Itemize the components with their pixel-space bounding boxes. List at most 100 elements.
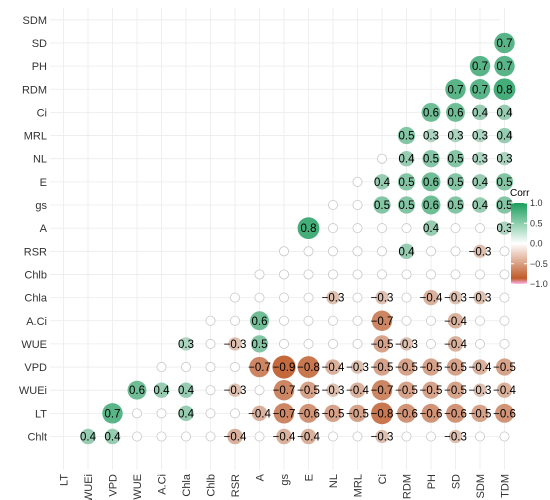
corr-label-Ci-TDM: 0.4	[497, 107, 514, 119]
corr-circle-insignificant	[254, 292, 265, 303]
corr-circle-NL-RDM	[398, 150, 415, 167]
corr-circle-insignificant	[474, 431, 485, 442]
corr-circle-VPD-SDM	[472, 359, 488, 375]
corr-circle-VPD-TDM	[495, 358, 514, 376]
corr-label-MRL-PH: 0.3	[423, 131, 439, 143]
corr-circle-insignificant	[303, 292, 314, 303]
corr-label-gs-TDM: 0.5	[497, 200, 513, 212]
corr-circle-SD-TDM	[494, 32, 515, 54]
corr-circle-PH-SDM	[469, 55, 491, 77]
corr-circle-VPD-gs	[272, 355, 296, 379]
corr-circle-E-Ci	[374, 174, 390, 190]
corr-circle-insignificant	[254, 431, 265, 442]
corr-circle-E-SD	[446, 173, 465, 191]
corr-circle-WUEi-PH	[422, 381, 440, 399]
corr-circle-gs-SDM	[472, 197, 488, 213]
corr-circle-Chlt-Ci	[375, 429, 389, 444]
corr-label-LT-SDM: −0.5	[469, 408, 492, 420]
y-tick-label: MRL	[24, 131, 47, 143]
corr-circle-insignificant	[376, 269, 387, 280]
corr-label-MRL-RDM: 0.5	[399, 131, 415, 143]
corr-circle-LT-RDM	[397, 403, 416, 423]
corr-label-WUEi-MRL: −0.4	[346, 385, 369, 397]
corr-circle-insignificant	[474, 269, 485, 280]
corr-label-WUE-Ci: −0.5	[371, 339, 394, 351]
corr-label-A.Ci-A: 0.6	[252, 316, 268, 328]
corr-circle-WUEi-RSR	[228, 383, 242, 397]
corr-circle-insignificant	[327, 269, 338, 280]
corr-circle-insignificant	[450, 223, 461, 234]
x-tick-label: WUEi	[83, 474, 95, 500]
y-tick-label: WUEi	[19, 385, 47, 397]
corr-label-Chlt-gs: −0.4	[273, 432, 296, 444]
corr-circle-gs-Ci	[373, 196, 391, 214]
corr-circle-insignificant	[229, 362, 240, 373]
corr-label-NL-PH: 0.5	[423, 154, 439, 166]
corr-label-LT-TDM: −0.6	[493, 408, 516, 420]
corr-circle-PH-TDM	[494, 55, 515, 77]
corr-label-RDM-SDM: 0.7	[472, 84, 488, 96]
corr-circle-insignificant	[352, 431, 363, 442]
corr-circle-WUE-RDM	[399, 337, 414, 351]
corr-circle-NL-SDM	[473, 152, 487, 166]
corr-label-Chlt-VPD: 0.4	[105, 432, 122, 444]
legend-colorbar	[511, 203, 527, 284]
corr-circle-insignificant	[474, 315, 485, 326]
corr-circle-insignificant	[352, 246, 363, 257]
y-tick-label: SDM	[23, 15, 47, 27]
corr-circle-E-RDM	[397, 173, 416, 191]
corr-label-VPD-MRL: −0.3	[346, 362, 369, 374]
corr-circle-insignificant	[425, 269, 436, 280]
corr-circle-WUEi-SD	[446, 381, 465, 399]
corr-label-gs-PH: 0.6	[423, 200, 439, 212]
corr-circle-NL-PH	[422, 150, 440, 168]
corr-circle-WUEi-RDM	[397, 381, 416, 399]
y-tick-label: gs	[35, 200, 47, 212]
corr-circle-WUEi-A.Ci	[153, 382, 170, 398]
corr-label-gs-SD: 0.5	[448, 200, 464, 212]
corr-label-MRL-SD: 0.3	[448, 131, 464, 143]
corr-circle-A-E	[297, 217, 320, 240]
legend-tick-label: −0.5	[530, 259, 548, 269]
x-tick-label: E	[304, 474, 316, 481]
legend-tick-label: 1.0	[530, 198, 543, 208]
corr-circle-insignificant	[303, 269, 314, 280]
corr-label-VPD-PH: −0.5	[420, 362, 443, 374]
corr-circle-Chlt-gs	[276, 428, 292, 445]
corr-circle-VPD-NL	[325, 359, 341, 375]
corr-circle-VPD-A	[249, 356, 270, 378]
corr-label-WUEi-SDM: −0.3	[469, 385, 492, 397]
corr-label-E-SDM: 0.4	[472, 177, 489, 189]
corr-circle-A.Ci-A	[250, 311, 269, 331]
corr-label-WUEi-gs: −0.7	[273, 385, 296, 397]
corr-circle-MRL-SD	[448, 128, 463, 143]
corr-circle-insignificant	[499, 338, 510, 349]
corr-circle-insignificant	[499, 292, 510, 303]
corr-circle-VPD-E	[297, 356, 320, 378]
corr-label-WUE-A: 0.5	[252, 339, 268, 351]
corr-label-E-SD: 0.5	[448, 177, 464, 189]
legend-tick-label: −1.0	[530, 279, 548, 289]
corr-circle-LT-PH	[421, 403, 441, 423]
corr-label-LT-A: −0.4	[248, 408, 271, 420]
corr-label-Chla-SD: −0.3	[444, 293, 467, 305]
x-tick-label: RDM	[402, 474, 414, 499]
corr-label-VPD-SDM: −0.4	[469, 362, 492, 374]
corr-circle-NL-SD	[446, 150, 465, 168]
corr-circle-A.Ci-Ci	[371, 310, 393, 331]
corr-label-NL-SD: 0.5	[448, 154, 464, 166]
corr-circle-VPD-SD	[446, 358, 465, 376]
corr-label-VPD-RDM: −0.5	[395, 362, 418, 374]
corr-circle-insignificant	[352, 199, 363, 210]
corr-circle-Chlt-RSR	[227, 428, 243, 445]
corr-circle-insignificant	[499, 269, 510, 280]
corr-label-WUEi-Ci: −0.7	[371, 385, 394, 397]
corr-circle-WUEi-E	[299, 381, 318, 399]
corr-label-Chla-NL: −0.3	[322, 293, 345, 305]
corr-label-A.Ci-Ci: −0.7	[371, 316, 394, 328]
corr-label-gs-Ci: 0.5	[374, 200, 390, 212]
corr-circle-NL-TDM	[497, 152, 512, 166]
corr-circle-LT-SD	[446, 403, 465, 423]
corr-circle-insignificant	[229, 292, 240, 303]
corr-circle-insignificant	[352, 315, 363, 326]
